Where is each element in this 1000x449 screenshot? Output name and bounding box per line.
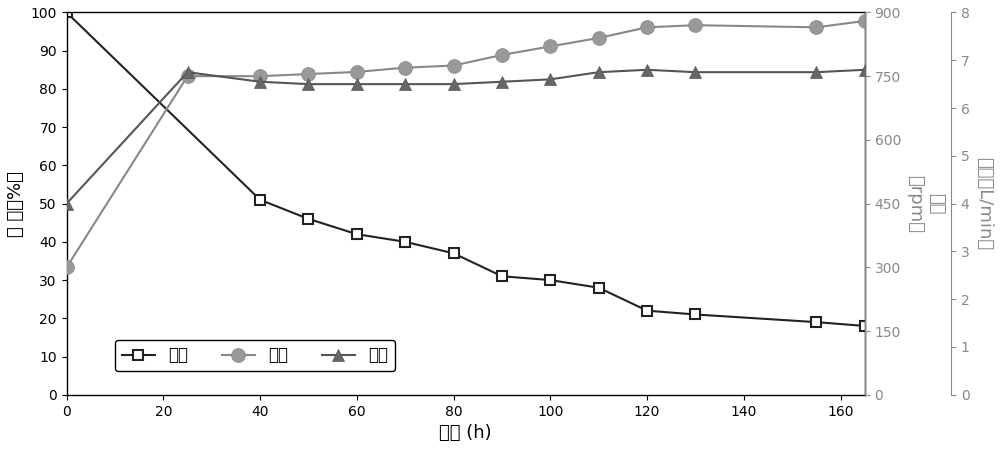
溶氧 (448, 251, 460, 256)
Line: 通气: 通气 (61, 64, 870, 209)
转速 (859, 18, 871, 24)
溶氧 (641, 308, 653, 313)
溶氧 (496, 273, 508, 279)
转速 (641, 25, 653, 30)
溶氧 (302, 216, 314, 222)
通气 (689, 70, 701, 75)
溶氧 (544, 277, 556, 283)
Line: 转速: 转速 (60, 14, 872, 274)
转速 (496, 52, 508, 57)
通气 (496, 79, 508, 84)
转速 (182, 74, 194, 79)
Y-axis label: 溶 氧（%）: 溶 氧（%） (7, 171, 25, 237)
溶氧 (593, 285, 605, 291)
溶氧 (810, 319, 822, 325)
Line: 溶氧: 溶氧 (62, 8, 870, 331)
转速 (351, 69, 363, 75)
通气 (641, 67, 653, 72)
通气 (593, 70, 605, 75)
Legend: 溶氧, 转速, 通气: 溶氧, 转速, 通气 (115, 340, 395, 371)
溶氧 (61, 10, 73, 15)
转速 (810, 25, 822, 30)
通气 (182, 70, 194, 75)
Y-axis label: 转速
（rpm）: 转速 （rpm） (906, 175, 945, 233)
X-axis label: 时间 (h): 时间 (h) (439, 424, 492, 442)
Y-axis label: 通气（L/min）: 通气（L/min） (975, 157, 993, 250)
溶氧 (859, 323, 871, 329)
通气 (448, 81, 460, 87)
转速 (254, 74, 266, 79)
通气 (399, 81, 411, 87)
通气 (302, 81, 314, 87)
转速 (593, 35, 605, 40)
通气 (544, 77, 556, 82)
转速 (544, 44, 556, 49)
溶氧 (351, 232, 363, 237)
转速 (61, 264, 73, 270)
转速 (448, 63, 460, 68)
通气 (810, 70, 822, 75)
溶氧 (254, 197, 266, 202)
通气 (254, 79, 266, 84)
转速 (302, 71, 314, 77)
通气 (859, 67, 871, 72)
通气 (61, 201, 73, 206)
通气 (351, 81, 363, 87)
转速 (689, 22, 701, 28)
溶氧 (689, 312, 701, 317)
溶氧 (399, 239, 411, 245)
转速 (399, 65, 411, 70)
